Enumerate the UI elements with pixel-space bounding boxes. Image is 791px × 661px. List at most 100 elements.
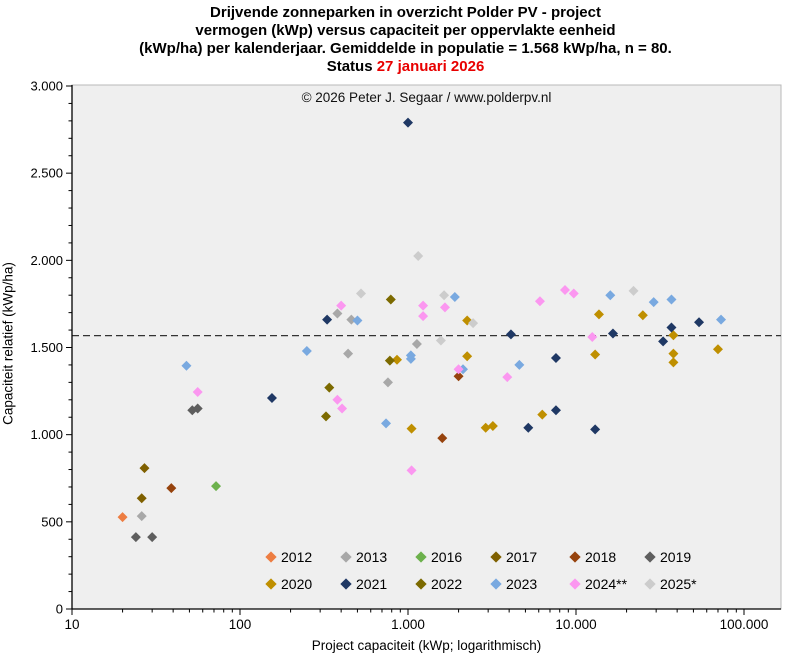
- y-tick-label: 3.000: [30, 79, 63, 94]
- status-date: 27 januari 2026: [376, 58, 485, 75]
- data-point-2022: [324, 382, 335, 393]
- legend-label: 2021: [356, 576, 388, 592]
- legend-label: 2025*: [660, 576, 697, 592]
- legend-item-2019: 2019: [644, 549, 691, 565]
- legend-label: 2023: [506, 576, 538, 592]
- data-point-2023: [352, 315, 363, 326]
- legend-diamond-icon: [490, 551, 502, 563]
- data-point-2013: [136, 511, 147, 522]
- legend-item-2022: 2022: [415, 576, 463, 592]
- data-point-2020: [462, 351, 473, 362]
- data-point-2020: [668, 348, 679, 359]
- legend-item-2017: 2017: [490, 549, 537, 565]
- data-point-2024: [559, 284, 570, 295]
- legend-diamond-icon: [340, 578, 352, 590]
- x-tick-label: 1.000: [391, 617, 425, 632]
- data-point-2021: [322, 314, 333, 325]
- x-tick-label: 100: [229, 617, 252, 632]
- data-point-2024: [332, 394, 343, 405]
- y-tick-label: 2.500: [30, 166, 63, 181]
- data-point-2023: [648, 297, 659, 308]
- data-point-2023: [181, 360, 192, 371]
- data-point-2021: [550, 352, 561, 363]
- data-point-2020: [391, 354, 402, 365]
- legend-item-2025: 2025*: [644, 576, 697, 592]
- data-point-2013: [382, 377, 393, 388]
- data-point-2021: [666, 322, 677, 333]
- data-point-2021: [607, 328, 618, 339]
- data-point-2024: [418, 311, 429, 322]
- data-point-2020: [593, 309, 604, 320]
- title-status-line: Status 27 januari 2026: [40, 58, 771, 76]
- legend-item-2016: 2016: [415, 549, 463, 565]
- data-point-2013: [346, 314, 357, 325]
- data-point-2019: [147, 532, 158, 543]
- data-point-2019: [192, 403, 203, 414]
- data-point-2020: [537, 409, 548, 420]
- data-point-2025: [435, 335, 446, 346]
- data-point-2023: [514, 359, 525, 370]
- data-point-2018: [453, 371, 464, 382]
- data-point-2023: [449, 291, 460, 302]
- data-point-2021: [266, 393, 277, 404]
- x-tick-label: 100.000: [720, 617, 769, 632]
- data-point-2024: [568, 288, 579, 299]
- data-point-2020: [637, 310, 648, 321]
- data-point-2017: [139, 463, 150, 474]
- data-point-2025: [439, 290, 450, 301]
- data-point-2020: [590, 349, 601, 360]
- data-point-2023: [405, 350, 416, 361]
- data-point-2024: [418, 300, 429, 311]
- legend-diamond-icon: [415, 551, 427, 563]
- data-point-2013: [343, 348, 354, 359]
- data-point-2020: [712, 344, 723, 355]
- x-axis-title: Project capaciteit (kWp; logarithmisch): [311, 638, 542, 653]
- data-point-2018: [437, 433, 448, 444]
- data-point-2013: [332, 308, 343, 319]
- chart-title: Drijvende zonneparken in overzicht Polde…: [40, 4, 771, 76]
- data-point-2023: [605, 290, 616, 301]
- data-point-2019: [130, 532, 141, 543]
- data-point-2021: [658, 336, 669, 347]
- legend-diamond-icon: [569, 551, 581, 563]
- copyright-note: © 2026 Peter J. Segaar / www.polderpv.nl: [301, 90, 552, 105]
- legend-diamond-icon: [490, 578, 502, 590]
- data-point-2021: [523, 422, 534, 433]
- y-tick-label: 2.000: [30, 253, 63, 268]
- data-point-2020: [668, 330, 679, 341]
- data-point-2023: [381, 418, 392, 429]
- legend-item-2020: 2020: [265, 576, 313, 592]
- data-point-2021: [505, 329, 516, 340]
- data-point-2021: [590, 424, 601, 435]
- data-point-2024: [336, 300, 347, 311]
- legend-diamond-icon: [265, 551, 277, 563]
- legend-diamond-icon: [569, 578, 581, 590]
- title-line-1: Drijvende zonneparken in overzicht Polde…: [210, 4, 601, 21]
- data-point-2023: [666, 294, 677, 305]
- legend-label: 2012: [281, 549, 313, 565]
- y-tick-label: 1.000: [30, 427, 63, 442]
- data-point-2024: [502, 372, 513, 383]
- legend-item-2018: 2018: [569, 549, 616, 565]
- data-point-2022: [384, 355, 395, 366]
- legend-item-2023: 2023: [490, 576, 538, 592]
- data-point-2020: [406, 423, 417, 434]
- data-point-2020: [480, 422, 491, 433]
- data-point-2022: [385, 294, 396, 305]
- legend-diamond-icon: [340, 551, 352, 563]
- data-point-2025: [628, 285, 639, 296]
- legend-label: 2016: [431, 549, 463, 565]
- legend-label: 2020: [281, 576, 313, 592]
- data-point-2024: [337, 403, 348, 414]
- data-point-2025: [413, 250, 424, 261]
- data-point-2024: [406, 465, 417, 476]
- data-point-2017: [136, 493, 147, 504]
- data-point-2020: [487, 420, 498, 431]
- data-point-2018: [166, 483, 177, 494]
- legend-label: 2022: [431, 576, 463, 592]
- x-tick-label: 10.000: [555, 617, 596, 632]
- x-tick-label: 10: [64, 617, 79, 632]
- data-point-2013: [411, 339, 422, 350]
